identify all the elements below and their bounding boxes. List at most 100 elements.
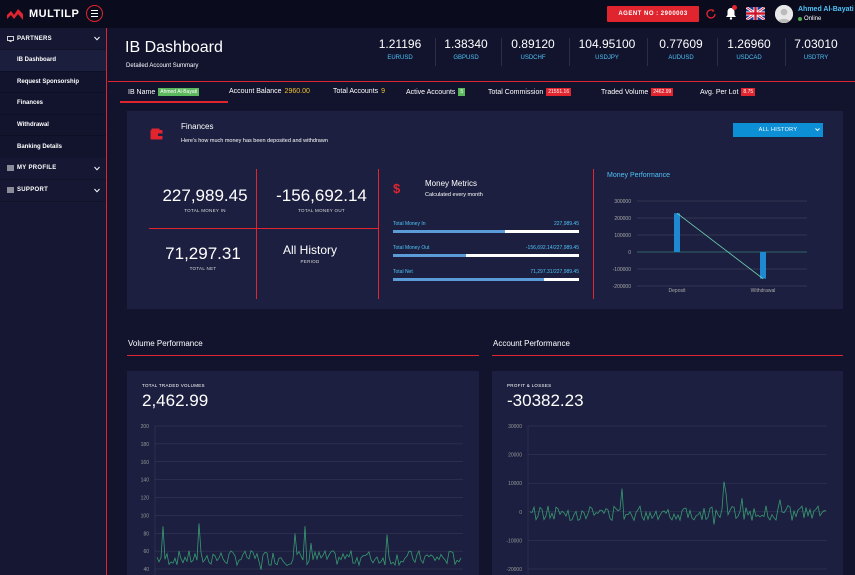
agent-number-button[interactable]: AGENT NO : 2900003 (607, 6, 699, 22)
x-tick-label: Withdrawal (751, 288, 776, 294)
metric-label: Total Money In (393, 221, 426, 227)
total-money-out-value: -156,692.14 (276, 186, 367, 205)
logo-text: MULTILP (29, 8, 80, 20)
metric-value: 227,989.45 (553, 221, 579, 227)
y-tick-label: -200000 (613, 284, 632, 290)
ticker-divider (501, 38, 502, 66)
active-accounts-label: Active Accounts (406, 88, 456, 96)
volume-performance-title: Volume Performance (128, 339, 203, 348)
logo[interactable]: MULTILP (6, 6, 79, 22)
y-tick-label: -100000 (613, 267, 632, 273)
ticker-usdtry: 7.03010 USDTRY (785, 37, 847, 61)
period-label: PERIOD (300, 259, 320, 264)
y-tick-label: 100 (141, 513, 150, 519)
y-tick-label: -20000 (506, 567, 522, 573)
series-line (156, 523, 462, 570)
sidebar-item-label: Finances (17, 100, 44, 107)
progress-fill (393, 254, 466, 257)
avg-per-lot-label: Avg. Per Lot (700, 88, 739, 96)
ticker-pair: USDTRY (803, 55, 829, 61)
y-tick-label: 180 (141, 442, 150, 448)
wallet-icon (150, 128, 163, 140)
ib-name: IB Name Ahmed Al-Bayati (128, 88, 200, 96)
total-money-out: -156,692.14 TOTAL MONEY OUT (259, 186, 384, 213)
ticker-divider (717, 38, 718, 66)
page-header: IB Dashboard Detailed Account Summary 1.… (108, 28, 855, 82)
ticker-value: 1.26960 (727, 37, 771, 51)
ticker-divider (785, 38, 786, 66)
sidebar-item-label: Request Sponsorship (17, 78, 80, 85)
section-divider (492, 355, 843, 356)
y-tick-label: 140 (141, 478, 150, 484)
total-commission-label: Total Commission (488, 88, 544, 96)
user-name[interactable]: Ahmed Al-Bayati (798, 6, 854, 13)
y-tick-label: 30000 (508, 424, 522, 430)
sidebar-group-partners[interactable]: PARTNERS (0, 28, 106, 50)
sidebar-item-label: Withdrawal (17, 121, 49, 128)
sidebar-group-my-profile[interactable]: MY PROFILE (0, 158, 106, 180)
ticker-pair: EURUSD (387, 55, 413, 61)
sidebar: PARTNERS IB Dashboard Request Sponsorshi… (0, 28, 107, 575)
user-avatar-icon (775, 5, 793, 23)
volume-caption: TOTAL TRADED VOLUMES (142, 383, 205, 388)
series-line (676, 212, 764, 279)
volume-panel: TOTAL TRADED VOLUMES 2,462.99 200 180 160 1… (127, 371, 479, 575)
sidebar-group-support[interactable]: SUPPORT (0, 180, 106, 202)
finances-subtitle: Here's how much money has been deposited… (181, 138, 328, 144)
ticker-pair: GBPUSD (453, 55, 479, 61)
ticker-pair: USDCAD (736, 55, 762, 61)
sidebar-item-banking-details[interactable]: Banking Details (0, 136, 106, 158)
sidebar-item-request-sponsorship[interactable]: Request Sponsorship (0, 71, 106, 93)
x-tick-label: Deposit (669, 288, 687, 294)
avatar[interactable] (775, 5, 793, 23)
menu-toggle-button[interactable] (86, 5, 103, 22)
total-net-value: 71,297.31 (165, 244, 241, 263)
y-tick-label: 160 (141, 460, 150, 466)
metric-net: Total Net 71,297.31/227,989.45 (393, 269, 579, 281)
user-status: Online (798, 16, 821, 22)
bar-withdrawal (760, 252, 766, 279)
metric-label: Total Net (393, 269, 413, 275)
account-chart: 30000 20000 10000 0 -10000 -20000 (506, 424, 827, 575)
money-metrics-title: Money Metrics (425, 179, 478, 188)
ticker-value: 7.03010 (794, 37, 838, 51)
progress-fill (393, 278, 544, 281)
y-tick-label: 200000 (614, 216, 631, 222)
sidebar-item-label: IB Dashboard (17, 57, 57, 64)
y-tick-label: 0 (628, 250, 631, 256)
panel-divider (378, 169, 379, 299)
uk-flag-icon[interactable] (746, 7, 765, 20)
active-accounts: Active Accounts 5 (406, 88, 466, 96)
ib-name-label: IB Name (128, 88, 156, 96)
sidebar-item-finances[interactable]: Finances (0, 93, 106, 115)
section-divider (127, 355, 479, 356)
chevron-down-icon (815, 128, 820, 132)
traded-volume-label: Traded Volume (601, 88, 649, 96)
all-history-dropdown[interactable]: ALL HISTORY (733, 123, 823, 137)
traded-volume: Traded Volume 2462.99 (601, 88, 674, 96)
y-tick-label: 40 (143, 567, 149, 573)
y-tick-label: 80 (143, 531, 149, 537)
page-subtitle: Detailed Account Summary (126, 63, 199, 69)
traded-volume-badge: 2462.99 (651, 88, 674, 96)
account-info-bar: IB Name Ahmed Al-Bayati Account Balance … (108, 82, 855, 104)
sidebar-item-ib-dashboard[interactable]: IB Dashboard (0, 50, 106, 72)
chevron-down-icon (94, 36, 100, 41)
refresh-icon[interactable] (705, 8, 717, 20)
y-tick-label: 200 (141, 424, 150, 430)
money-performance-chart: 300000 200000 100000 0 -100000 -200000 Deposit… (613, 199, 807, 294)
total-money-in-value: 227,989.45 (162, 186, 248, 205)
bar-deposit (674, 213, 680, 252)
y-tick-label: 20000 (508, 453, 522, 459)
panel-divider (593, 169, 594, 299)
ticker-divider (647, 38, 648, 66)
sidebar-item-withdrawal[interactable]: Withdrawal (0, 114, 106, 136)
stats-divider-vertical (256, 169, 257, 299)
progress-fill (393, 230, 505, 233)
account-performance-title: Account Performance (493, 339, 570, 348)
bell-icon[interactable] (725, 7, 737, 20)
stats-divider-horizontal (149, 228, 378, 229)
ticker-pair: AUDUSD (668, 55, 694, 61)
volume-value: 2,462.99 (142, 391, 209, 410)
ticker-divider (435, 38, 436, 66)
